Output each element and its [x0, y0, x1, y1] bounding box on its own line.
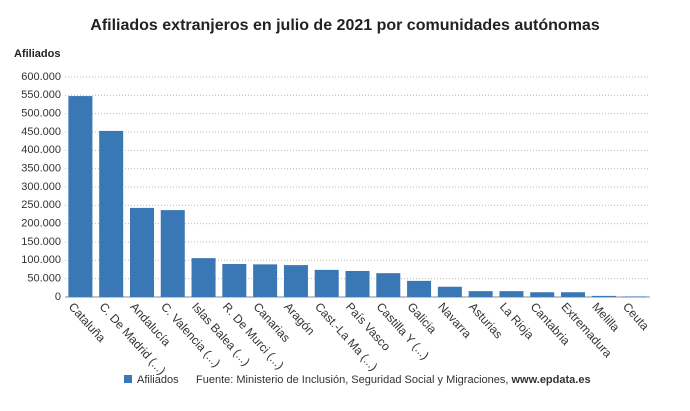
- y-tick-label: 350.000: [21, 163, 61, 175]
- y-axis-label: Afiliados: [14, 48, 60, 60]
- bar: [222, 264, 247, 297]
- bar: [160, 210, 185, 297]
- x-tick-label: Ceuta: [620, 300, 652, 333]
- y-tick-label: 400.000: [21, 144, 61, 156]
- bar: [407, 280, 432, 297]
- bar: [437, 286, 462, 297]
- legend-swatch: [124, 375, 132, 383]
- bar: [376, 273, 401, 297]
- legend-label: Afiliados: [137, 374, 179, 386]
- y-tick-label: 250.000: [21, 199, 61, 211]
- bar: [129, 207, 154, 297]
- y-tick-label: 200.000: [21, 218, 61, 230]
- source-text: Fuente: Ministerio de Inclusión, Segurid…: [196, 374, 508, 386]
- y-tick-label: 450.000: [21, 126, 61, 138]
- bar: [622, 296, 647, 297]
- bar: [68, 96, 93, 297]
- y-tick-label: 50.000: [27, 273, 61, 285]
- source-site: www.epdata.es: [511, 374, 591, 386]
- bar: [314, 269, 339, 297]
- bar: [283, 265, 308, 297]
- bar: [253, 264, 278, 297]
- y-tick-label: 100.000: [21, 254, 61, 266]
- bar: [345, 270, 370, 297]
- y-tick-label: 150.000: [21, 236, 61, 248]
- y-tick-label: 550.000: [21, 89, 61, 101]
- bar: [591, 295, 616, 297]
- y-tick-label: 0: [55, 291, 61, 303]
- source: Fuente: Ministerio de Inclusión, Segurid…: [196, 374, 591, 386]
- bar: [191, 258, 216, 297]
- chart-title: Afiliados extranjeros en julio de 2021 p…: [90, 17, 600, 34]
- bar: [561, 292, 586, 297]
- y-tick-label: 600.000: [21, 71, 61, 83]
- bar: [499, 291, 524, 297]
- y-tick-label: 300.000: [21, 181, 61, 193]
- bar: [530, 292, 555, 297]
- y-tick-label: 500.000: [21, 108, 61, 120]
- bar: [468, 291, 493, 297]
- bar: [99, 130, 124, 297]
